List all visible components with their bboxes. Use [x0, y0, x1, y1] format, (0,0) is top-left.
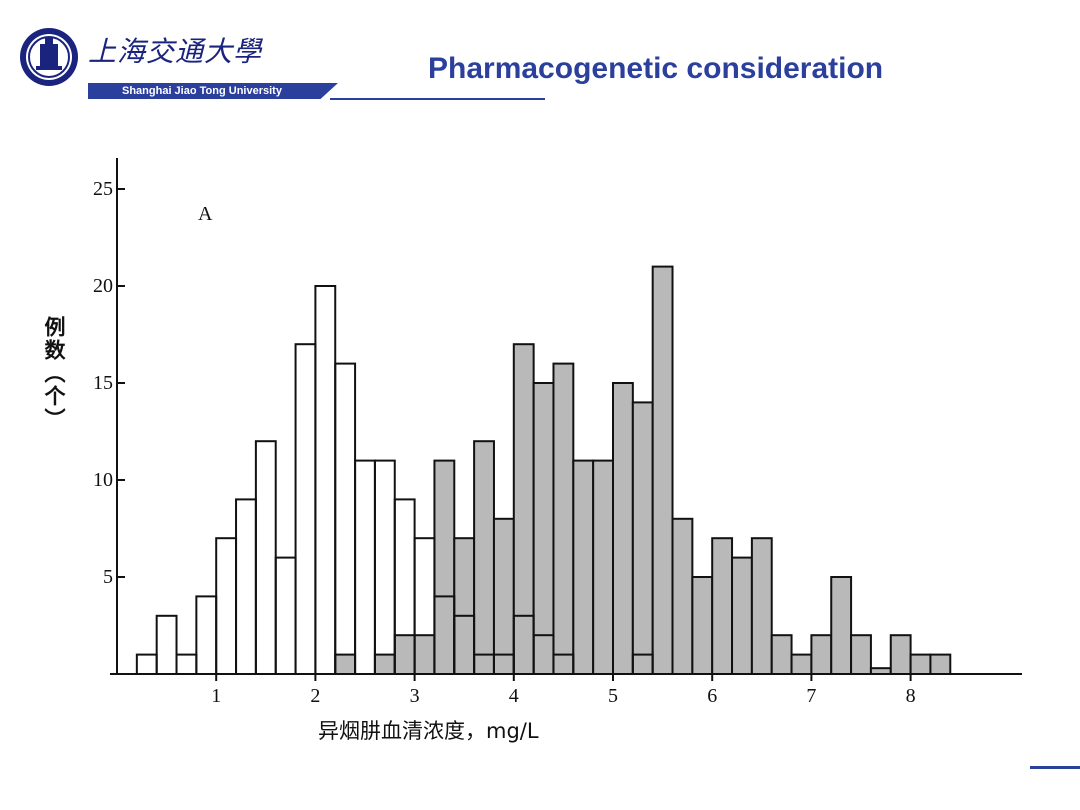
shaded-bar-18 [711, 537, 734, 676]
x-tick-label-1: 1 [211, 685, 221, 707]
outline-bar-1 [155, 614, 178, 675]
shaded-bar-28 [909, 653, 932, 675]
x-tick-label-8: 8 [906, 685, 916, 707]
slide-title: Pharmacogenetic consideration [428, 52, 884, 85]
university-name-cn: 上海交通大學 [88, 35, 263, 68]
outline-series [135, 285, 654, 676]
shaded-bar-19 [731, 556, 753, 676]
y-tick-label-10: 10 [93, 469, 113, 491]
shaded-bar-2 [393, 634, 416, 676]
shaded-bar-8 [512, 343, 535, 675]
panel-label: A [198, 203, 213, 225]
y-tick-label-15: 15 [93, 372, 113, 394]
corner-rule [1030, 766, 1080, 769]
shaded-bar-23 [810, 634, 833, 676]
x-tick-label-6: 6 [707, 685, 717, 707]
shaded-bar-1 [373, 653, 396, 675]
shaded-bar-10 [552, 362, 575, 675]
shaded-bar-11 [572, 459, 595, 675]
outline-bar-4 [215, 537, 238, 676]
shaded-bar-17 [691, 576, 714, 675]
shaded-bar-0 [334, 653, 357, 675]
shaded-bar-21 [770, 634, 793, 676]
outline-bar-11 [354, 459, 376, 675]
shaded-bar-14 [631, 401, 654, 675]
shaded-bar-4 [433, 459, 456, 675]
shaded-bar-24 [830, 576, 853, 675]
shaded-bar-16 [671, 517, 694, 675]
y-tick-label-25: 25 [93, 178, 113, 200]
x-tick-label-5: 5 [608, 685, 618, 707]
histogram-chart: 5 10 15 20 25 1 2 3 4 5 6 7 8 A 例数（个） 异烟肼血清浓度，mg/L [42, 158, 1022, 743]
y-tick-label-20: 20 [93, 275, 113, 297]
outline-bar-7 [274, 556, 297, 676]
outline-bar-0 [135, 653, 158, 675]
outline-bar-8 [294, 343, 317, 675]
logo-name-bar [88, 83, 338, 99]
outline-bar-5 [235, 498, 257, 675]
university-seal-logo [20, 28, 78, 86]
slide-header: 上海交通大學 Shanghai Jiao Tong University Pha… [0, 0, 1080, 110]
x-tick-label-7: 7 [806, 685, 816, 707]
y-axis-label: 例数（个） [42, 315, 66, 431]
shaded-bar-20 [750, 537, 773, 676]
shaded-bar-25 [850, 634, 872, 676]
outline-bar-10 [334, 362, 357, 675]
shaded-bar-5 [453, 537, 476, 676]
x-tick-label-4: 4 [509, 685, 519, 707]
outline-bar-9 [314, 285, 337, 675]
chart-axes: 5 10 15 20 25 1 2 3 4 5 6 7 8 [93, 158, 1022, 707]
shaded-bar-15 [651, 265, 674, 675]
shaded-bar-27 [889, 634, 912, 676]
header-rule [330, 98, 545, 100]
shaded-bar-12 [592, 459, 614, 675]
shaded-bar-13 [612, 382, 634, 675]
outline-bar-2 [175, 653, 198, 675]
x-axis-label: 异烟肼血清浓度，mg/L [318, 719, 539, 743]
shaded-bar-7 [492, 517, 515, 675]
outline-bar-6 [254, 440, 277, 676]
x-tick-label-3: 3 [410, 685, 420, 707]
y-tick-label-5: 5 [103, 566, 113, 588]
shaded-bar-3 [413, 634, 436, 676]
shaded-bar-29 [929, 653, 952, 675]
shaded-bar-6 [473, 440, 495, 676]
outline-bar-3 [195, 595, 218, 675]
outline-bar-12 [373, 459, 396, 675]
shaded-series [334, 265, 952, 676]
university-name-en: Shanghai Jiao Tong University [122, 85, 282, 97]
x-tick-label-2: 2 [310, 685, 320, 707]
shaded-bar-9 [532, 382, 555, 675]
shaded-bar-22 [790, 653, 813, 675]
